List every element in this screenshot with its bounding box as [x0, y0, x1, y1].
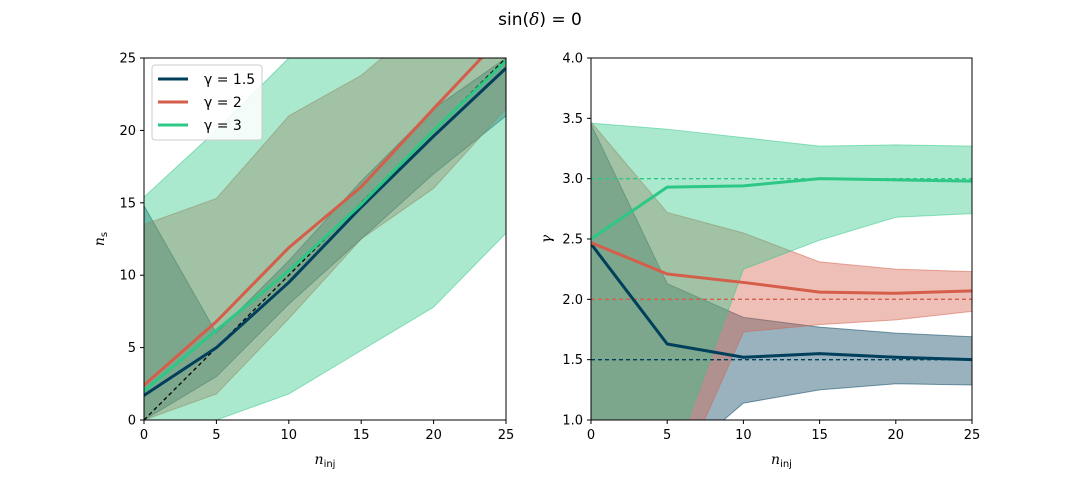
- y-tick-label: 3.5: [562, 112, 583, 127]
- series-line-2: [591, 241, 972, 295]
- series-line-1: [591, 242, 972, 362]
- confidence-band-3: [144, 58, 506, 420]
- y-tick-label: 10: [119, 269, 136, 284]
- y-tick-label: 15: [119, 196, 136, 211]
- x-tick-label: 15: [353, 428, 370, 443]
- series-line-2: [144, 58, 484, 387]
- x-tick-label: 25: [498, 428, 515, 443]
- x-tick-label: 25: [964, 428, 981, 443]
- y-tick-label: 2.5: [562, 233, 583, 248]
- legend-label: γ = 3: [204, 118, 242, 134]
- y-tick-label: 1.0: [562, 414, 583, 429]
- y-tick-label: 3.0: [562, 172, 583, 187]
- x-tick-label: 20: [888, 428, 905, 443]
- axes-frame: [143, 57, 507, 421]
- x-tick-label: 5: [212, 428, 220, 443]
- plot-area: [144, 58, 506, 420]
- series-line-3: [144, 59, 506, 393]
- plot-area: [591, 121, 972, 420]
- y-tick-label: 25: [119, 52, 136, 67]
- legend: γ = 1.5 γ = 2 γ = 3: [151, 64, 263, 141]
- x-tick-label: 15: [811, 428, 828, 443]
- y-tick-label: 5: [128, 341, 136, 356]
- confidence-band-2: [591, 121, 972, 420]
- right-panel-gamma-vs-ninj: 0 5 10 15 20 25 1.0 1.5 2.0 2.5 3.0 3.5 4.0 ninj γ: [539, 52, 981, 471]
- y-tick-label: 0: [128, 414, 136, 429]
- y-tick-label: 1.5: [562, 353, 583, 368]
- series-line-3: [591, 177, 972, 241]
- figure-title: sin(δ) = 0: [498, 10, 582, 30]
- legend-box: [151, 64, 263, 141]
- x-tick-label: 20: [425, 428, 442, 443]
- x-tick-label: 0: [140, 428, 148, 443]
- x-tick-label: 5: [663, 428, 671, 443]
- x-tick-label: 0: [587, 428, 595, 443]
- x-axis-label: ninj: [771, 452, 792, 470]
- y-tick-label: 4.0: [562, 52, 583, 67]
- y-axis-label: γ: [539, 234, 555, 243]
- x-tick-label: 10: [281, 428, 298, 443]
- series-line-1: [144, 67, 506, 397]
- y-tick-label: 20: [119, 124, 136, 139]
- y-axis-label: ns: [92, 232, 110, 246]
- x-axis-label: ninj: [315, 452, 336, 470]
- x-tick-label: 10: [735, 428, 752, 443]
- y-tick-label: 2.0: [562, 293, 583, 308]
- legend-label: γ = 1.5: [204, 72, 255, 88]
- legend-label: γ = 2: [204, 95, 242, 111]
